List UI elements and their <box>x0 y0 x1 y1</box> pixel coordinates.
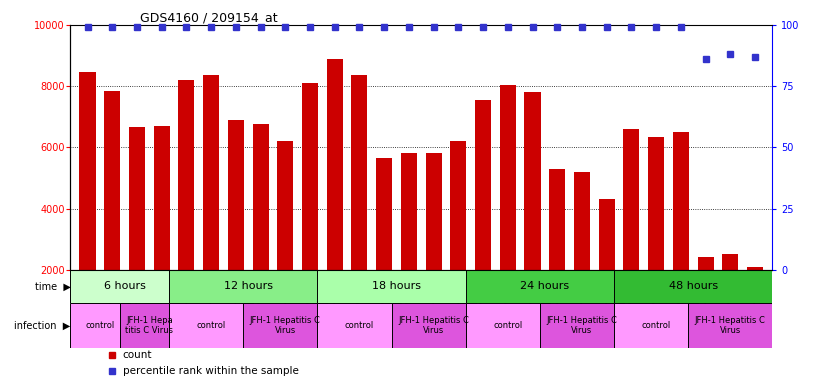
Text: JFH-1 Hepa
titis C Virus: JFH-1 Hepa titis C Virus <box>126 316 173 335</box>
Bar <box>648 137 664 270</box>
Bar <box>525 92 540 270</box>
Bar <box>688 303 772 348</box>
Bar <box>540 303 624 348</box>
Text: 12 hours: 12 hours <box>224 281 273 291</box>
Bar <box>169 303 253 348</box>
Text: JFH-1 Hepatitis C
Virus: JFH-1 Hepatitis C Virus <box>695 316 766 335</box>
Text: percentile rank within the sample: percentile rank within the sample <box>123 366 299 376</box>
Bar <box>673 132 689 270</box>
Bar <box>169 270 327 303</box>
Text: 18 hours: 18 hours <box>372 281 421 291</box>
Bar <box>475 100 491 270</box>
Text: 48 hours: 48 hours <box>668 281 718 291</box>
Bar <box>178 80 194 270</box>
Bar <box>317 270 476 303</box>
Bar <box>278 141 293 270</box>
Bar <box>70 303 130 348</box>
Bar <box>253 124 268 270</box>
Bar <box>466 270 624 303</box>
Bar <box>244 303 327 348</box>
Text: 24 hours: 24 hours <box>520 281 569 291</box>
Bar <box>120 303 179 348</box>
Bar <box>614 303 698 348</box>
Bar <box>317 303 401 348</box>
Bar <box>450 141 467 270</box>
Bar <box>228 120 244 270</box>
Bar <box>129 127 145 270</box>
Bar <box>79 72 96 270</box>
Bar <box>425 154 442 270</box>
Bar <box>392 303 476 348</box>
Bar <box>302 83 318 270</box>
Bar <box>722 254 738 270</box>
Text: JFH-1 Hepatitis C
Virus: JFH-1 Hepatitis C Virus <box>398 316 469 335</box>
Bar <box>500 84 515 270</box>
Text: count: count <box>123 350 152 360</box>
Bar <box>351 75 368 270</box>
Bar <box>104 91 121 270</box>
Bar <box>747 266 763 270</box>
Bar <box>574 172 590 270</box>
Bar <box>614 270 772 303</box>
Text: control: control <box>85 321 115 330</box>
Text: time  ▶: time ▶ <box>35 281 71 291</box>
Bar <box>327 59 343 270</box>
Bar <box>203 75 219 270</box>
Text: control: control <box>493 321 522 330</box>
Bar <box>549 169 565 270</box>
Text: control: control <box>642 321 671 330</box>
Bar <box>401 154 417 270</box>
Bar <box>599 199 615 270</box>
Text: control: control <box>344 321 374 330</box>
Text: JFH-1 Hepatitis C
Virus: JFH-1 Hepatitis C Virus <box>547 316 617 335</box>
Bar <box>624 129 639 270</box>
Bar <box>697 257 714 270</box>
Bar <box>154 126 169 270</box>
Bar <box>466 303 550 348</box>
Bar <box>376 158 392 270</box>
Text: 6 hours: 6 hours <box>103 281 145 291</box>
Bar <box>70 270 179 303</box>
Text: infection  ▶: infection ▶ <box>14 321 71 331</box>
Text: GDS4160 / 209154_at: GDS4160 / 209154_at <box>140 11 278 24</box>
Text: JFH-1 Hepatitis C
Virus: JFH-1 Hepatitis C Virus <box>249 316 320 335</box>
Text: control: control <box>197 321 225 330</box>
